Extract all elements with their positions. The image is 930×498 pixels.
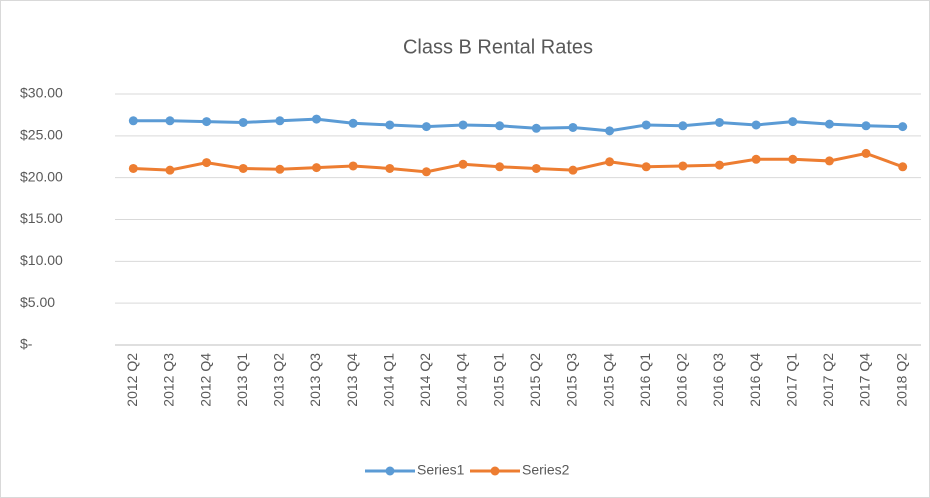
point [165, 165, 175, 175]
x-tick-label: 2013 Q2 [271, 353, 287, 407]
point [312, 163, 321, 173]
point [605, 126, 615, 136]
point [458, 120, 468, 130]
point [715, 117, 724, 127]
x-tick-label: 2012 Q4 [197, 353, 213, 407]
x-tick-label: 2013 Q4 [344, 353, 360, 407]
x-tick-label: 2014 Q2 [417, 353, 433, 407]
point [238, 163, 248, 173]
x-tick-label: 2015 Q1 [490, 353, 506, 407]
point [715, 160, 724, 170]
y-tick-label: $25.00 [20, 127, 63, 143]
y-tick-label: $20.00 [20, 168, 63, 184]
point [348, 161, 358, 171]
point [678, 161, 688, 171]
x-tick-label: 2016 Q3 [710, 353, 726, 407]
point [531, 123, 541, 133]
point [421, 167, 431, 177]
x-tick-label: 2016 Q1 [637, 353, 653, 407]
legend-marker [490, 466, 500, 476]
point [824, 156, 834, 166]
point [495, 121, 505, 131]
point [165, 116, 175, 126]
x-tick-label: 2016 Q2 [674, 353, 690, 407]
y-tick-label: $15.00 [20, 210, 63, 226]
point [238, 117, 248, 127]
point [898, 162, 908, 172]
point [605, 157, 615, 167]
point [751, 120, 761, 130]
point [312, 114, 321, 124]
x-tick-label: 2015 Q3 [564, 353, 580, 407]
chart-title: Class B Rental Rates [403, 36, 593, 58]
point [202, 158, 212, 168]
x-tick-label: 2013 Q1 [234, 353, 250, 407]
point [678, 121, 688, 131]
x-tick-label: 2014 Q1 [380, 353, 396, 407]
point [275, 164, 285, 174]
x-tick-label: 2017 Q4 [857, 353, 873, 407]
point [531, 163, 541, 173]
point [641, 162, 651, 172]
x-tick-label: 2012 Q2 [124, 353, 140, 407]
point [861, 148, 871, 158]
point [898, 122, 908, 132]
x-tick-label: 2017 Q2 [820, 353, 836, 407]
point [824, 119, 834, 129]
legend-label: Series1 [417, 462, 465, 478]
y-tick-label: $5.00 [20, 294, 55, 310]
point [458, 159, 468, 169]
x-tick-label: 2014 Q4 [454, 353, 470, 407]
point [385, 163, 395, 173]
point [788, 154, 798, 164]
x-tick-label: 2017 Q1 [783, 353, 799, 407]
point [751, 154, 761, 164]
legend-marker [385, 466, 395, 476]
point [128, 163, 138, 173]
point [788, 117, 798, 127]
x-tick-label: 2015 Q4 [600, 353, 616, 407]
point [385, 120, 395, 130]
point [348, 118, 358, 128]
legend-label: Series2 [522, 462, 570, 478]
point [568, 165, 578, 175]
y-tick-label: $10.00 [20, 252, 63, 268]
y-tick-label: $30.00 [20, 85, 63, 101]
x-tick-label: 2016 Q4 [747, 353, 763, 407]
point [421, 122, 431, 132]
point [495, 162, 505, 172]
x-tick-label: 2012 Q3 [161, 353, 177, 407]
x-tick-label: 2013 Q3 [307, 353, 323, 407]
x-tick-label: 2015 Q2 [527, 353, 543, 407]
point [861, 121, 871, 131]
series-line [133, 117, 903, 133]
series-line [133, 151, 904, 174]
point [641, 120, 651, 130]
point [202, 117, 212, 127]
x-tick-label: 2018 Q2 [893, 353, 909, 407]
point [568, 122, 578, 132]
point [275, 116, 285, 126]
y-tick-label: $- [20, 336, 33, 352]
point [128, 116, 138, 126]
